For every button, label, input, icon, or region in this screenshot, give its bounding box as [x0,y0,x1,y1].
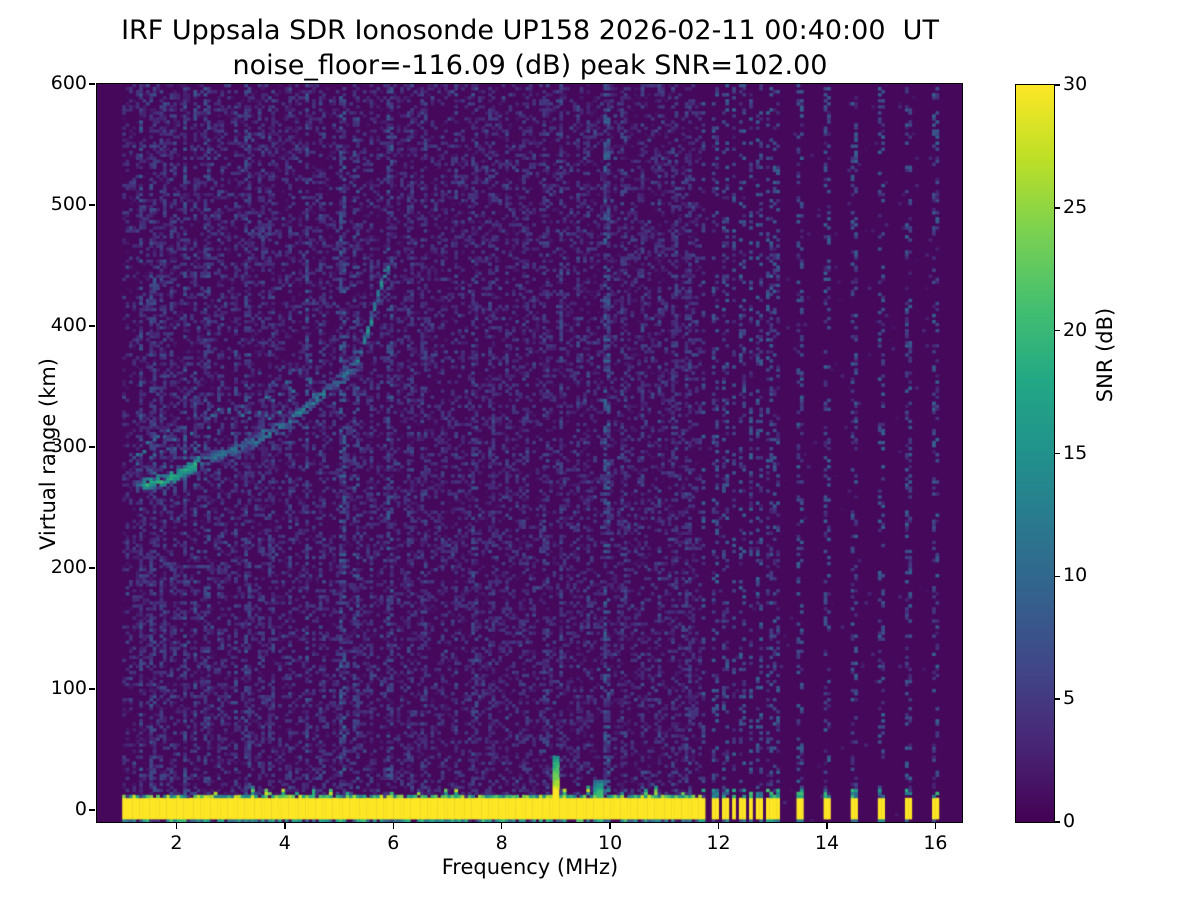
x-tick-label: 14 [814,832,840,854]
y-tick-label: 100 [50,676,87,699]
y-tick-mark [89,688,95,690]
x-tick-label: 8 [495,832,508,854]
colorbar-tick-mark [1054,698,1060,700]
chart-subtitle: noise_floor=-116.09 (dB) peak SNR=102.00 [232,50,828,81]
colorbar-tick-label: 15 [1063,441,1088,464]
x-tick-label: 16 [923,832,948,854]
y-tick-label: 600 [50,72,87,94]
chart-title: IRF Uppsala SDR Ionosonde UP158 2026-02-… [121,15,939,46]
x-tick-mark [284,823,286,829]
y-tick-mark [89,83,95,85]
colorbar-tick-label: 5 [1063,687,1076,710]
y-tick-label: 300 [50,434,87,457]
x-tick-label: 4 [278,832,291,854]
x-tick-label: 2 [170,832,183,854]
y-tick-mark [89,567,95,569]
colorbar-tick-label: 20 [1063,318,1088,341]
x-tick-label: 12 [706,832,731,854]
colorbar-tick-label: 0 [1063,810,1076,832]
x-tick-mark [392,823,394,829]
x-tick-label: 6 [387,832,400,854]
x-tick-mark [501,823,503,829]
colorbar-tick-label: 30 [1063,73,1088,95]
colorbar-tick-label: 25 [1063,195,1088,218]
colorbar-tick-mark [1054,575,1060,578]
y-tick-mark [89,325,95,327]
x-tick-mark [609,823,611,829]
y-tick-label: 200 [50,555,87,578]
colorbar-tick-label: 10 [1063,564,1088,587]
colorbar [1015,84,1055,823]
ionogram-heatmap-canvas [97,84,962,822]
colorbar-tick-mark [1054,207,1060,209]
colorbar-tick-mark [1054,329,1060,332]
x-axis-label: Frequency (MHz) [441,855,619,879]
x-tick-mark [175,823,178,829]
y-tick-label: 500 [50,192,87,215]
y-tick-mark [89,204,95,206]
colorbar-tick-mark [1054,821,1060,823]
y-tick-label: 400 [50,313,87,336]
plot-area [96,83,963,823]
x-tick-label: 10 [598,832,623,854]
colorbar-label: SNR (dB) [1093,307,1117,403]
x-tick-mark [717,823,720,829]
y-tick-mark [89,446,95,448]
colorbar-gradient [1016,85,1054,822]
y-tick-mark [89,809,95,811]
y-axis-label: Virtual range (km) [36,357,60,551]
y-tick-label: 0 [74,797,87,820]
colorbar-tick-mark [1054,452,1060,455]
x-tick-mark [826,823,828,829]
x-tick-mark [934,823,937,829]
colorbar-tick-mark [1054,84,1060,86]
